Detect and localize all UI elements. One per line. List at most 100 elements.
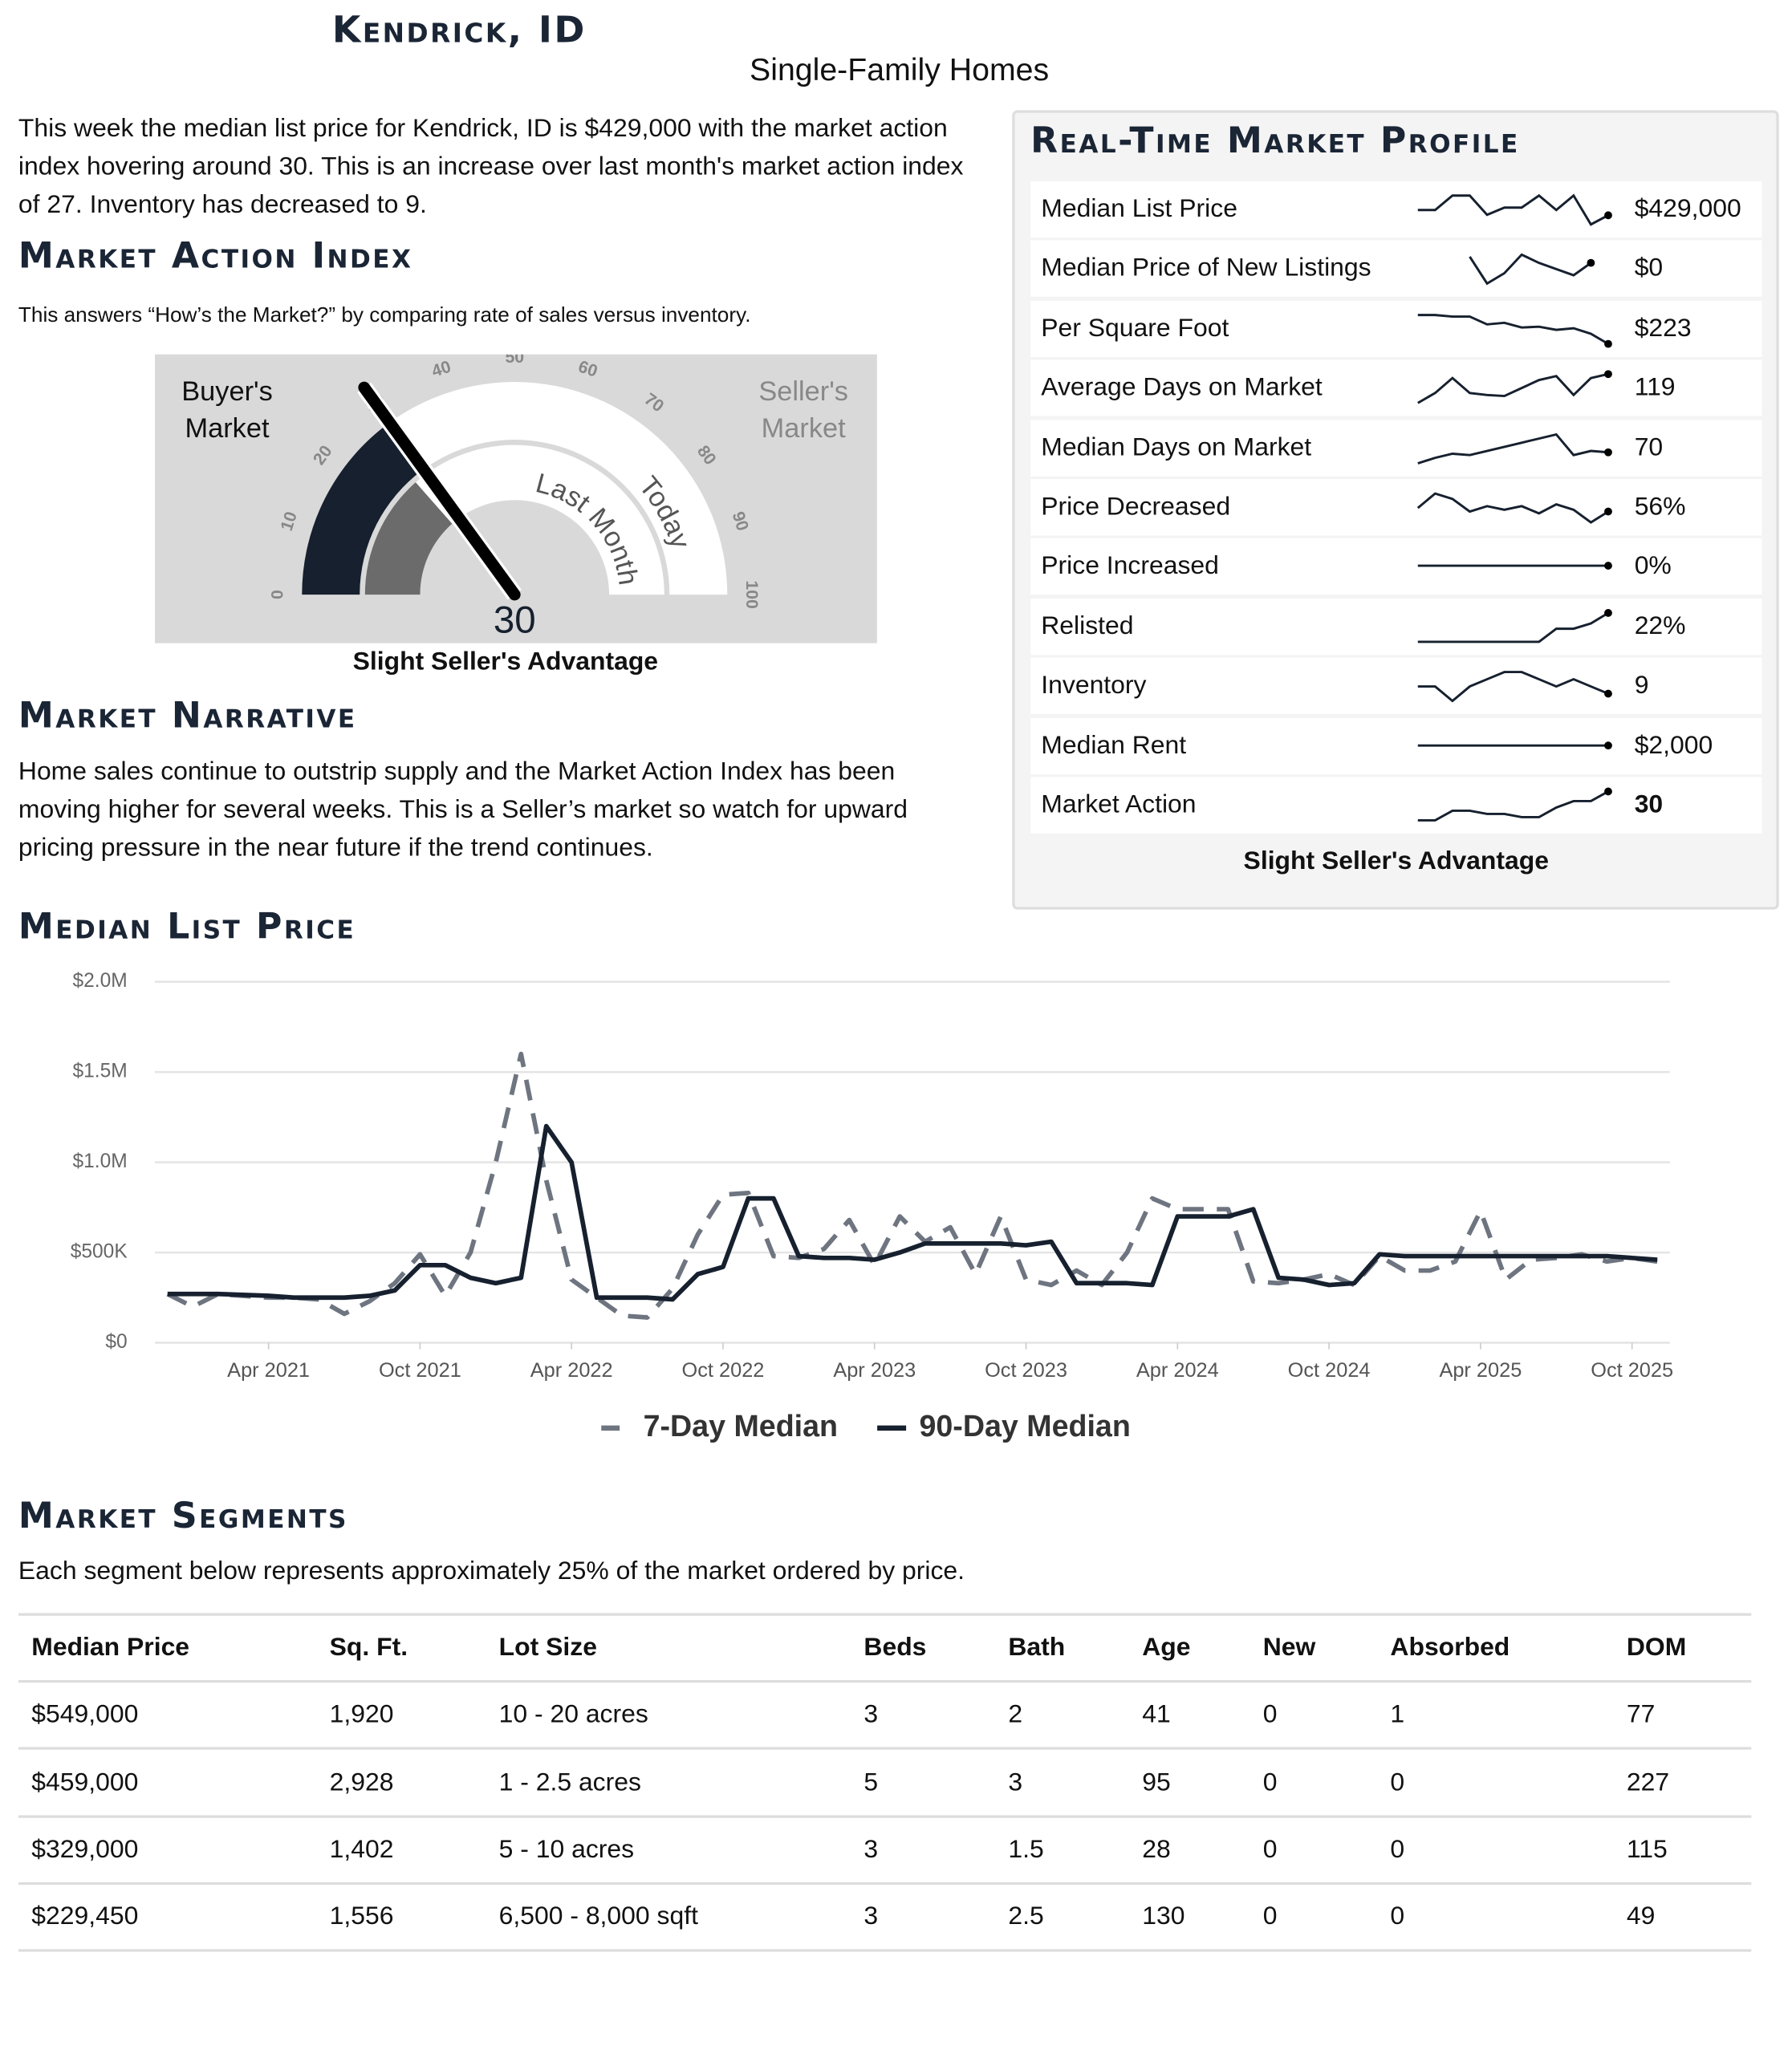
profile-label: Market Action [1041, 790, 1197, 819]
sparkline [1417, 608, 1612, 643]
table-cell: 1.5 [1008, 1834, 1044, 1864]
profile-value: 70 [1634, 432, 1664, 462]
x-tick-label: Oct 2022 [682, 1359, 765, 1382]
profile-value: 9 [1634, 671, 1649, 700]
profile-row [1030, 300, 1762, 357]
gauge: Last MonthToday010203040506070809010030 [155, 354, 877, 643]
profile-row [1030, 657, 1762, 715]
table-cell: $459,000 [31, 1767, 139, 1796]
table-cell: 95 [1142, 1767, 1171, 1796]
sparkline-line [1417, 611, 1609, 643]
x-tick-label: Apr 2025 [1439, 1359, 1522, 1382]
sparkline-end-dot [1604, 562, 1612, 570]
table-cell: 3 [863, 1834, 879, 1864]
profile-value: $2,000 [1634, 730, 1713, 760]
table-cell: 227 [1626, 1767, 1670, 1796]
sparkline-end-dot [1604, 448, 1612, 457]
profile-value: 22% [1634, 611, 1686, 640]
table-rule [18, 1679, 1752, 1683]
profile-row [1030, 598, 1762, 655]
legend-label: 7-Day Median [644, 1409, 838, 1443]
section-heading: Median List Price [18, 907, 356, 948]
gauge-tick-label: 20 [309, 442, 335, 469]
gauge-tick-label: 70 [641, 389, 668, 416]
table-cell: 10 - 20 acres [498, 1699, 648, 1729]
table-cell: $329,000 [31, 1834, 139, 1864]
table-cell: 130 [1142, 1902, 1185, 1931]
section-description: Each segment below represents approximat… [18, 1557, 965, 1586]
profile-label: Per Square Foot [1041, 313, 1229, 343]
gauge-last-month-arc [364, 482, 453, 595]
profile-label: Median List Price [1041, 194, 1237, 224]
x-tick-label: Oct 2021 [379, 1359, 461, 1382]
gauge-value: 30 [494, 599, 536, 642]
table-header: Beds [863, 1633, 927, 1662]
gauge-sellers-label: Seller's Market [758, 376, 848, 444]
table-header: New [1262, 1633, 1316, 1662]
sparkline [1417, 313, 1612, 348]
sparkline-end-dot [1604, 608, 1612, 617]
sparkline-end-dot [1604, 370, 1612, 379]
table-cell: 0 [1390, 1902, 1405, 1931]
sparkline-end-dot [1604, 507, 1612, 516]
table-cell: 0 [1390, 1834, 1405, 1864]
gauge-tick-label: 10 [277, 509, 301, 534]
profile-row [1030, 181, 1762, 238]
table-cell: 0 [1262, 1699, 1278, 1729]
table-cell: 28 [1142, 1834, 1171, 1864]
intro-text: This week the median list price for Kend… [18, 114, 964, 220]
profile-value: 30 [1634, 790, 1664, 819]
profile-label: Price Decreased [1041, 492, 1231, 522]
gauge-tick-label: 0 [267, 590, 286, 599]
x-tick-label: Oct 2024 [1288, 1359, 1371, 1382]
sparkline-end-dot [1604, 339, 1612, 348]
gauge-tick-label: 100 [742, 580, 762, 608]
sparkline-line [1417, 432, 1609, 465]
table-cell: 2.5 [1008, 1902, 1044, 1931]
table-rule [18, 1747, 1752, 1751]
sparkline [1417, 671, 1612, 703]
profile-label: Price Increased [1041, 551, 1219, 581]
section-description: This answers “How’s the Market?” by comp… [18, 304, 751, 327]
table-cell: 2,928 [329, 1767, 394, 1796]
table-cell: $229,450 [31, 1902, 139, 1931]
table-cell: 5 - 10 acres [498, 1834, 635, 1864]
section-heading: Market Segments [18, 1496, 348, 1537]
profile-row [1030, 479, 1762, 536]
profile-label: Median Price of New Listings [1041, 254, 1371, 283]
table-cell: 0 [1262, 1767, 1278, 1796]
profile-label: Average Days on Market [1041, 372, 1323, 402]
series-line [166, 1051, 1658, 1320]
gauge-tick-label: 60 [576, 357, 600, 381]
table-cell: $549,000 [31, 1699, 139, 1729]
series-line [167, 1123, 1658, 1302]
section-heading: Market Action Index [18, 236, 413, 278]
profile-value: 119 [1634, 372, 1676, 402]
table-cell: 49 [1626, 1902, 1656, 1931]
page-subtitle: Single-Family Homes [750, 52, 1050, 88]
sparkline-line [1417, 313, 1609, 345]
sparkline [1417, 370, 1612, 404]
sparkline-end-dot [1604, 741, 1612, 749]
sparkline-end-dot [1604, 787, 1612, 796]
line-chart: $0 $500K $1.0M $1.5M $2.0M Apr 2021 Oct 2021 Ap… [71, 970, 1673, 1443]
y-tick-label: $500K [71, 1241, 128, 1263]
table-header: Age [1142, 1633, 1191, 1662]
legend-label: 90-Day Median [919, 1409, 1130, 1443]
sparkline [1417, 787, 1612, 822]
x-tick-label: Oct 2025 [1591, 1359, 1673, 1382]
table-header: Lot Size [498, 1633, 597, 1662]
x-tick-label: Apr 2024 [1136, 1359, 1219, 1382]
gauge-tick-label: 80 [693, 442, 720, 469]
sparkline [1417, 741, 1612, 749]
table-cell: 3 [1008, 1767, 1023, 1796]
table-cell: 0 [1262, 1902, 1278, 1931]
profile-value: $0 [1634, 254, 1664, 283]
profile-value: 0% [1634, 551, 1672, 581]
table-cell: 3 [863, 1902, 879, 1931]
sparkline [1417, 193, 1612, 226]
profile-row [1030, 717, 1762, 774]
table-cell: 77 [1626, 1699, 1656, 1729]
sparkline-line [1416, 492, 1609, 524]
table-cell: 1 - 2.5 acres [498, 1767, 641, 1796]
